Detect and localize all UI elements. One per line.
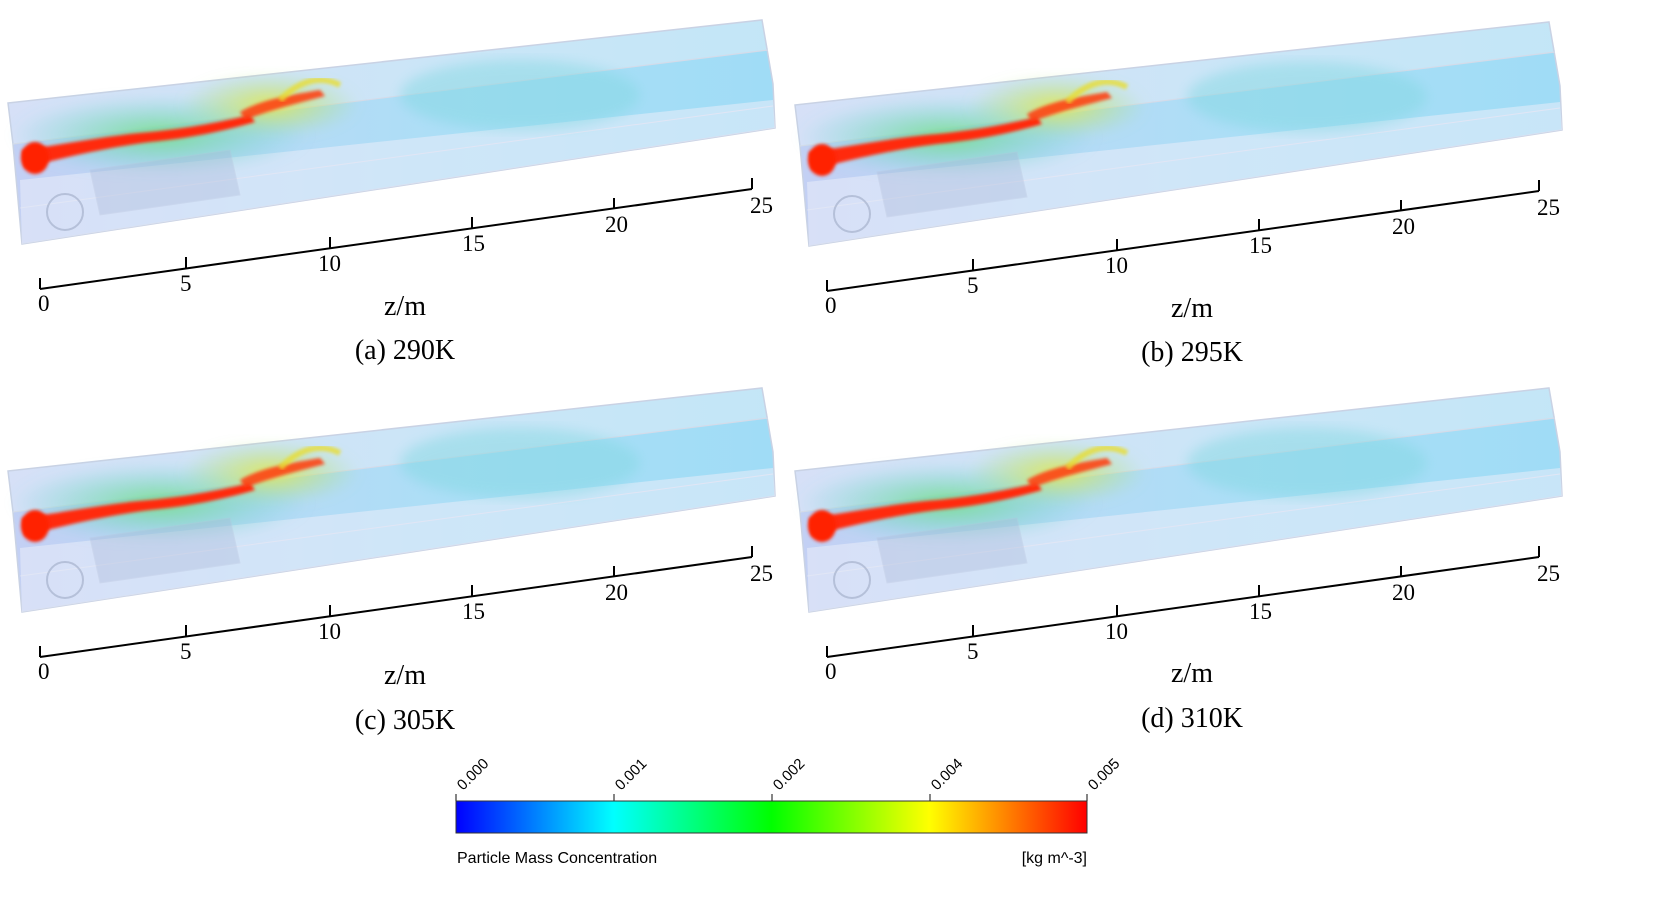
- colorbar-tick-label: 0.000: [454, 755, 493, 794]
- tick-label: 10: [1105, 619, 1128, 644]
- tick-label: 15: [1249, 233, 1272, 258]
- axis-a: [39, 178, 753, 290]
- colorbar-tick-label: 0.001: [612, 755, 651, 794]
- caption-d: (d) 310K: [1141, 703, 1243, 734]
- axis-ticks-b: 0 5 10 15 20 25: [825, 195, 1560, 318]
- tunnel-image-d: [795, 388, 1562, 612]
- colorbar-title: Particle Mass Concentration: [457, 850, 657, 867]
- tunnel-image-b: [795, 22, 1562, 246]
- tick-label: 15: [1249, 599, 1272, 624]
- tick-label: 0: [825, 659, 837, 684]
- tick-label: 0: [38, 291, 50, 316]
- tick-label: 20: [1392, 214, 1415, 239]
- tick-label: 0: [825, 293, 837, 318]
- colorbar-tick-label: 0.005: [1085, 755, 1124, 794]
- tick-label: 15: [462, 231, 485, 256]
- tick-label: 25: [1537, 561, 1560, 586]
- panel-b: 0 5 10 15 20 25 z/m (b) 295K: [795, 22, 1562, 368]
- tunnel-image-a: [8, 20, 775, 244]
- axis-ticks-c: 0 5 10 15 20 25: [38, 561, 773, 684]
- tick-label: 10: [318, 251, 341, 276]
- tick-label: 5: [967, 639, 979, 664]
- axis-c: [39, 546, 753, 658]
- tick-label: 25: [1537, 195, 1560, 220]
- tick-label: 25: [750, 561, 773, 586]
- axis-ticks-d: 0 5 10 15 20 25: [825, 561, 1560, 684]
- panel-c: 0 5 10 15 20 25 z/m (c) 305K: [8, 388, 775, 736]
- tick-label: 15: [462, 599, 485, 624]
- tick-label: 10: [1105, 253, 1128, 278]
- colorbar: 0.000 0.001 0.002 0.004 0.005 Particle M…: [454, 755, 1124, 867]
- colorbar-tick-marks: [455, 794, 1088, 801]
- axis-label-a: z/m: [384, 291, 426, 322]
- tick-label: 20: [605, 212, 628, 237]
- panel-d: 0 5 10 15 20 25 z/m (d) 310K: [795, 388, 1562, 734]
- colorbar-tick-labels: 0.000 0.001 0.002 0.004 0.005: [454, 755, 1124, 794]
- tick-label: 20: [1392, 580, 1415, 605]
- tunnel-image-c: [8, 388, 775, 612]
- tick-label: 5: [180, 639, 192, 664]
- tick-label: 10: [318, 619, 341, 644]
- tick-label: 25: [750, 193, 773, 218]
- axis-label-b: z/m: [1171, 293, 1213, 324]
- caption-c: (c) 305K: [355, 705, 455, 736]
- caption-b: (b) 295K: [1141, 337, 1243, 368]
- colorbar-tick-label: 0.002: [770, 755, 809, 794]
- axis-ticks-a: 0 5 10 15 20 25: [38, 193, 773, 316]
- tick-label: 5: [967, 273, 979, 298]
- colorbar-gradient: [455, 800, 1088, 834]
- axis-d: [826, 546, 1540, 658]
- tick-label: 20: [605, 580, 628, 605]
- axis-label-d: z/m: [1171, 658, 1213, 689]
- axis-b: [826, 180, 1540, 292]
- tick-label: 5: [180, 271, 192, 296]
- panel-a: 0 5 10 15 20 25 z/m (a) 290K: [8, 20, 775, 366]
- colorbar-unit: [kg m^-3]: [1022, 850, 1087, 867]
- colorbar-tick-label: 0.004: [928, 755, 967, 794]
- axis-label-c: z/m: [384, 660, 426, 691]
- tick-label: 0: [38, 659, 50, 684]
- caption-a: (a) 290K: [355, 335, 455, 366]
